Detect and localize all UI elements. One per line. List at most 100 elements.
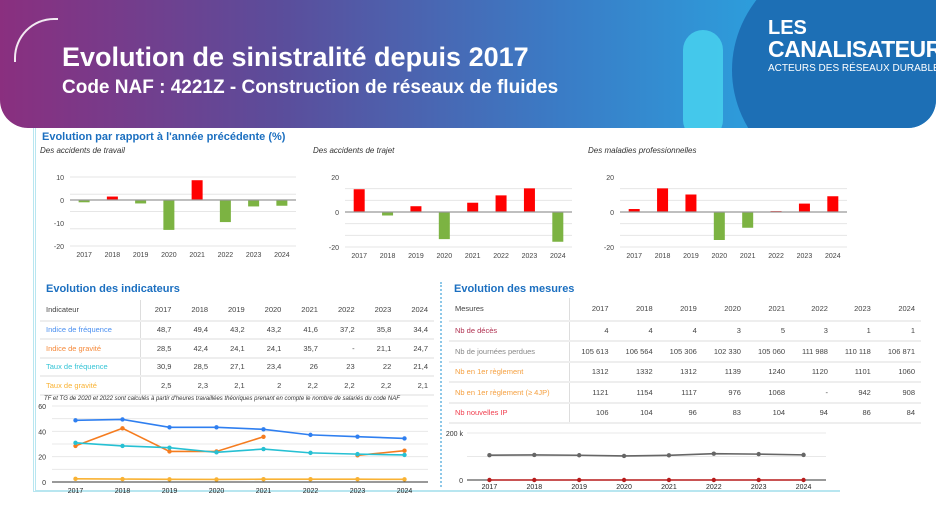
column-header: 2023 [833,298,877,322]
table-cell: 4 [614,320,659,342]
x-tick-label: 2020 [209,488,225,495]
x-tick-label: 2018 [655,253,671,260]
table-cell: 26 [287,357,324,377]
table-cell: 976 [702,382,747,404]
table-cell: 22 [360,357,398,377]
x-tick-label: 2023 [246,252,262,259]
table-cell: 86 [833,402,877,424]
chart-subtitle-travail: Des accidents de travail [40,146,125,155]
row-label: Nb de journées perdues [449,341,571,363]
bar [657,188,669,212]
x-tick-label: 2024 [397,488,413,495]
series-line-tg [75,478,405,481]
series-line-journees [489,452,804,457]
data-point-if [261,427,266,432]
table-cell: 111 988 [791,341,834,363]
table-cell: 84 [876,402,921,424]
column-header: Mesures [449,298,571,322]
page-title: Evolution de sinistralité depuis 2017 [62,42,529,72]
table-cell: - [323,339,361,359]
table-cell: 37,2 [323,320,361,340]
y-tick-label: 200 k [446,431,464,438]
table-cell: 1240 [746,361,792,383]
table-cell: 2,2 [287,376,324,396]
column-header: 2022 [791,298,834,322]
x-tick-label: 2023 [522,253,538,260]
data-point-tf [355,451,360,457]
x-tick-label: 2022 [303,488,319,495]
data-point-tf [261,446,266,452]
column-header: 2018 [614,298,659,322]
table-cell: 908 [876,382,921,404]
table-cell: 42,4 [177,339,215,359]
data-point-if [308,432,313,438]
data-point-journees [621,453,627,459]
column-header: 2023 [360,300,398,322]
bar [467,202,479,212]
table-cell: 105 306 [658,341,703,363]
logo-background [732,0,936,128]
table-cell: 1154 [614,382,659,404]
column-header: 2017 [140,300,178,322]
table-cell: 104 [746,402,792,424]
table-cell: 110 118 [833,341,877,363]
data-point-journees [532,452,537,458]
bar [438,212,450,240]
indicateurs-title: Evolution des indicateurs [46,283,180,295]
bar [382,212,394,216]
row-label: Nb de décès [449,320,571,342]
data-point-tg [167,477,172,482]
data-point-journees [487,452,492,458]
x-tick-label: 2024 [796,484,812,491]
y-tick-label: 40 [38,429,46,436]
evolution-section-title: Evolution par rapport à l'année précéden… [42,131,286,143]
x-tick-label: 2019 [162,488,178,495]
chart-subtitle-maladies: Des maladies professionnelles [588,146,697,155]
x-tick-label: 2024 [274,252,290,259]
table-cell: 106 871 [876,341,921,363]
table-header: Indicateur 2017 2018 2019 2020 2021 2022 2023 20… [40,300,434,322]
row-label: Indice de fréquence [40,320,141,340]
table-cell: 24,7 [397,339,434,359]
row-label: Taux de fréquence [40,357,141,377]
data-point-if [355,434,360,439]
data-point-journees [666,453,672,458]
x-tick-label: 2017 [482,484,498,491]
page-subtitle: Code NAF : 4221Z - Construction de résea… [62,77,559,98]
series-line-if [75,418,405,440]
data-point-deces [756,477,761,483]
table-cell: 35,7 [287,339,324,359]
table-row: Indice de gravité 28,5 42,4 24,1 24,1 35,7-21… [40,339,434,359]
column-header: 2017 [569,298,615,322]
y-tick-label: -20 [329,245,339,252]
x-tick-label: 2019 [571,484,587,491]
x-tick-label: 2022 [706,484,722,491]
data-point-tg [261,477,266,482]
table-cell: 1060 [876,361,921,383]
table-cell: 942 [833,382,877,404]
table-cell: 1139 [702,361,747,383]
bar [523,188,535,212]
table-cell: 1068 [746,382,792,404]
x-tick-label: 2022 [218,252,234,259]
table-row: Nb nouvelles IP 106 104 96 83 104 94 86 84 [449,402,921,424]
table-cell: 3 [791,320,834,342]
x-tick-label: 2021 [256,488,272,495]
x-tick-label: 2017 [68,488,84,495]
bar [685,194,697,212]
table-cell: 41,6 [287,320,324,340]
bar [248,200,260,207]
bar [353,189,365,212]
column-header: 2024 [876,298,921,322]
table-row: Nb de décès 4 4 4 3 5 3 1 1 [449,320,921,342]
table-cell: 2,1 [214,376,251,396]
data-point-tf [402,452,407,458]
bar [552,212,564,242]
bar [106,196,118,200]
table-cell: 1 [876,320,921,342]
table-row: Nb en 1er règlement 1312 1332 1312 1139 1240 1… [449,361,921,383]
x-tick-label: 2021 [189,252,205,259]
x-tick-label: 2021 [740,253,756,260]
data-point-ig [402,448,407,453]
